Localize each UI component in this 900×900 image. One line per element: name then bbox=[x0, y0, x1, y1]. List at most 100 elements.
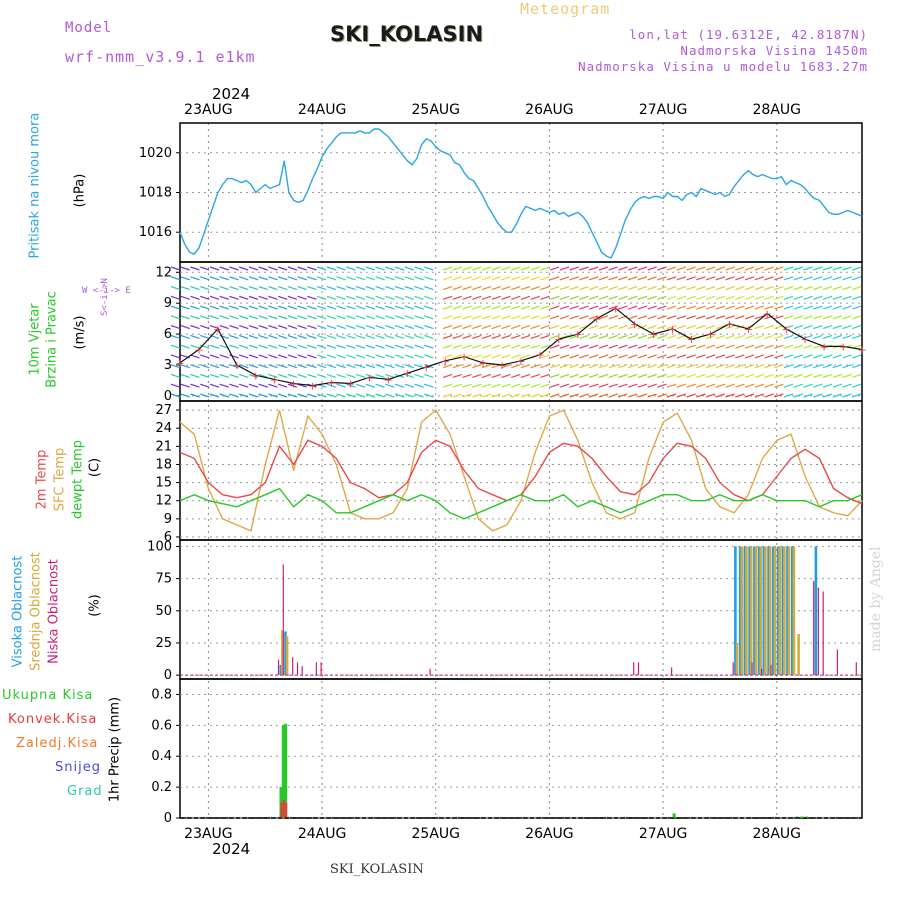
wind-arrow bbox=[813, 383, 823, 388]
wind-arrow bbox=[676, 364, 687, 369]
wind-arrow bbox=[229, 373, 239, 379]
wind-arrow bbox=[481, 276, 492, 281]
wind-arrow bbox=[627, 393, 638, 398]
wind-arrow bbox=[229, 344, 239, 349]
wind-arrow bbox=[511, 354, 521, 359]
wind-arrow bbox=[462, 266, 472, 271]
wind-arrow bbox=[657, 393, 667, 398]
wind-arrow bbox=[336, 354, 346, 359]
wind-arrow bbox=[170, 334, 181, 339]
wind-arrow bbox=[326, 383, 337, 388]
wind-arrow bbox=[385, 266, 395, 271]
cloud-bar bbox=[797, 634, 800, 676]
wind-arrow bbox=[200, 276, 210, 281]
wind-arrow bbox=[365, 276, 376, 281]
wind-arrow bbox=[579, 285, 589, 291]
wind-arrow bbox=[618, 266, 628, 271]
wind-arrow bbox=[239, 295, 249, 300]
wind-arrow bbox=[637, 373, 648, 379]
wind-arrow bbox=[715, 325, 726, 330]
wind-arrow bbox=[287, 266, 298, 271]
wind-arrow bbox=[569, 344, 579, 349]
wind-arrow bbox=[375, 383, 385, 388]
precip-bar bbox=[280, 802, 283, 818]
wind-marker: + bbox=[327, 376, 336, 389]
cloud-bar bbox=[315, 662, 317, 676]
wind-arrow bbox=[248, 344, 259, 349]
wind-arrow bbox=[657, 285, 667, 291]
wind-arrow bbox=[326, 344, 337, 349]
wind-arrow bbox=[355, 266, 366, 271]
wind-arrow bbox=[307, 393, 317, 398]
wind-arrow bbox=[559, 334, 570, 339]
wind-arrow bbox=[180, 315, 190, 320]
wind-arrow bbox=[511, 364, 521, 369]
wind-arrow bbox=[414, 276, 424, 281]
wind-arrow bbox=[530, 383, 540, 388]
wind-marker: + bbox=[422, 361, 431, 374]
wind-arrow bbox=[190, 354, 200, 359]
wind-marker: + bbox=[175, 357, 184, 370]
wind-arrow bbox=[268, 334, 278, 339]
wind-arrow bbox=[385, 285, 395, 291]
wind-arrow bbox=[229, 354, 239, 359]
wind-arrow bbox=[550, 344, 560, 349]
wind-arrow bbox=[608, 285, 618, 291]
precip-bar bbox=[672, 813, 676, 818]
wind-arrow bbox=[481, 285, 492, 291]
wind-arrow bbox=[764, 315, 774, 320]
wind-arrow bbox=[598, 266, 609, 271]
wind-arrow bbox=[336, 295, 346, 300]
wind-arrow bbox=[491, 315, 501, 320]
wind-arrow bbox=[647, 295, 657, 300]
wind-arrow bbox=[647, 373, 657, 379]
panel-frame bbox=[179, 678, 863, 819]
wind-arrow bbox=[608, 305, 618, 310]
wind-arrow bbox=[219, 285, 229, 291]
wind-arrow bbox=[735, 354, 745, 359]
wind-arrow bbox=[627, 344, 638, 349]
wind-arrow bbox=[462, 315, 472, 320]
wind-arrow bbox=[472, 325, 482, 330]
cloud-bar bbox=[301, 666, 303, 676]
wind-arrow bbox=[530, 393, 540, 398]
wind-arrow bbox=[424, 276, 434, 281]
wind-arrow bbox=[511, 285, 521, 291]
wind-arrow bbox=[686, 305, 696, 310]
wind-arrow bbox=[569, 334, 579, 339]
wind-arrow bbox=[754, 373, 765, 379]
cloud-bar bbox=[817, 587, 819, 676]
wind-arrow bbox=[462, 285, 472, 291]
wind-arrow bbox=[705, 325, 716, 330]
wind-marker: + bbox=[516, 355, 525, 368]
wind-arrow bbox=[297, 285, 307, 291]
wind-arrow bbox=[832, 364, 842, 369]
wind-arrow bbox=[705, 305, 716, 310]
wind-arrow bbox=[336, 383, 346, 388]
wind-arrow bbox=[481, 295, 492, 300]
wind-arrow bbox=[589, 266, 599, 271]
cloud-bar bbox=[814, 546, 818, 676]
wind-arrow bbox=[608, 393, 618, 398]
wind-arrow bbox=[540, 364, 550, 369]
wind-arrow bbox=[219, 364, 229, 369]
wind-arrow bbox=[676, 285, 687, 291]
wind-arrow bbox=[414, 295, 424, 300]
legend-hail: Grad bbox=[67, 784, 103, 799]
wind-arrow bbox=[248, 354, 259, 359]
wind-arrow bbox=[783, 364, 794, 369]
wind-arrow bbox=[511, 344, 521, 349]
wind-arrow bbox=[744, 334, 755, 339]
wind-arrow bbox=[277, 334, 288, 339]
cloud-bar bbox=[279, 664, 283, 676]
wind-arrow bbox=[774, 285, 784, 291]
wind-arrow bbox=[627, 325, 638, 330]
wind-arrow bbox=[735, 315, 745, 320]
wind-arrow bbox=[287, 364, 298, 369]
wind-marker: + bbox=[289, 377, 298, 390]
top-day-label: 28AUG bbox=[753, 102, 802, 118]
wind-arrow bbox=[598, 383, 609, 388]
wind-arrow bbox=[462, 305, 472, 310]
wind-arrow bbox=[452, 393, 462, 398]
wind-arrow bbox=[346, 315, 356, 320]
